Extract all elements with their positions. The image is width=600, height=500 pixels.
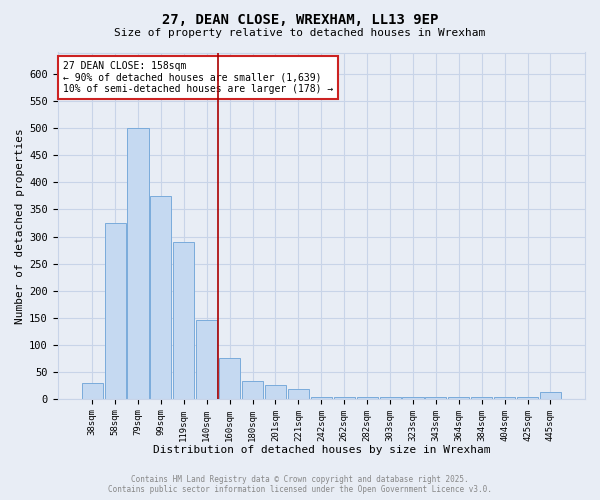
- X-axis label: Distribution of detached houses by size in Wrexham: Distribution of detached houses by size …: [152, 445, 490, 455]
- Text: Size of property relative to detached houses in Wrexham: Size of property relative to detached ho…: [115, 28, 485, 38]
- Text: 27, DEAN CLOSE, WREXHAM, LL13 9EP: 27, DEAN CLOSE, WREXHAM, LL13 9EP: [162, 12, 438, 26]
- Bar: [425, 396, 446, 399]
- Bar: [288, 389, 309, 399]
- Bar: [494, 396, 515, 399]
- Bar: [196, 320, 217, 399]
- Bar: [173, 242, 194, 399]
- Text: 27 DEAN CLOSE: 158sqm
← 90% of detached houses are smaller (1,639)
10% of semi-d: 27 DEAN CLOSE: 158sqm ← 90% of detached …: [63, 61, 333, 94]
- Bar: [403, 396, 424, 399]
- Y-axis label: Number of detached properties: Number of detached properties: [15, 128, 25, 324]
- Bar: [311, 396, 332, 399]
- Bar: [334, 396, 355, 399]
- Bar: [380, 396, 401, 399]
- Bar: [471, 396, 492, 399]
- Bar: [104, 223, 125, 399]
- Bar: [219, 358, 240, 399]
- Bar: [242, 381, 263, 399]
- Bar: [448, 396, 469, 399]
- Bar: [356, 396, 377, 399]
- Bar: [151, 196, 172, 399]
- Bar: [82, 382, 103, 399]
- Bar: [127, 128, 149, 399]
- Bar: [540, 392, 561, 399]
- Bar: [265, 386, 286, 399]
- Text: Contains HM Land Registry data © Crown copyright and database right 2025.
Contai: Contains HM Land Registry data © Crown c…: [108, 474, 492, 494]
- Bar: [517, 396, 538, 399]
